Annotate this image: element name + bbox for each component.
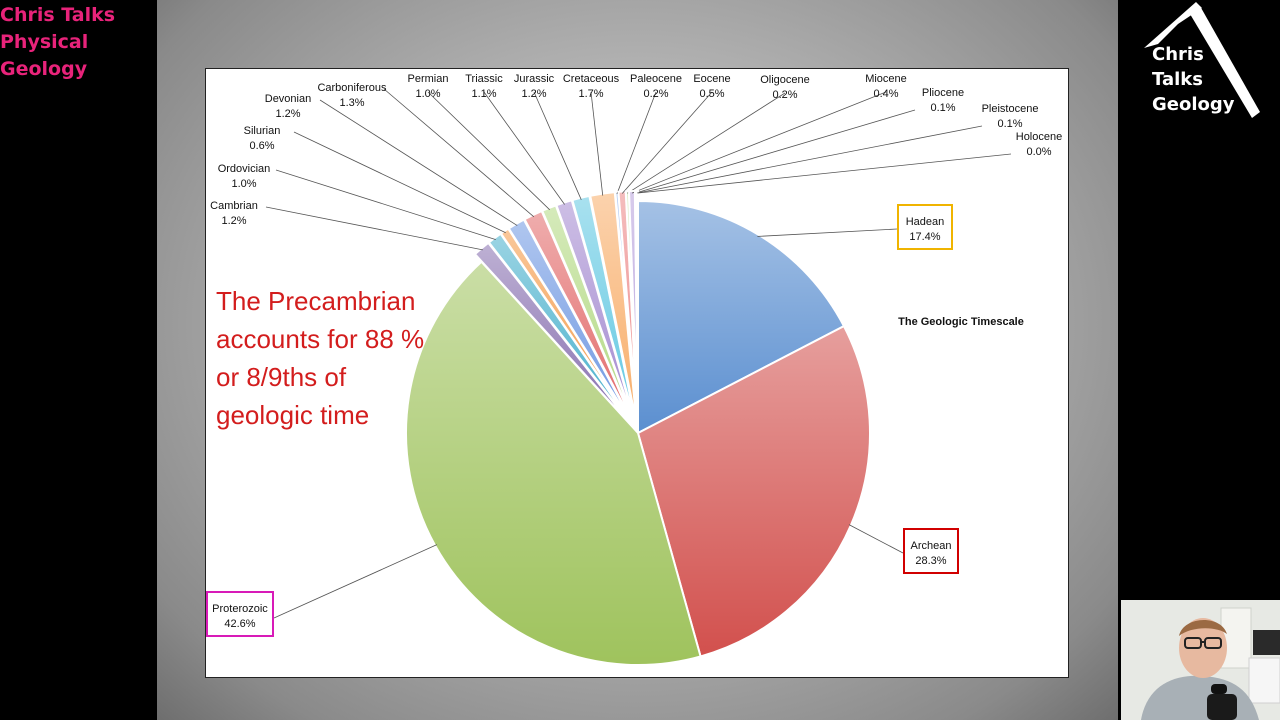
slice-label-jurassic: Jurassic — [514, 73, 555, 85]
slice-label-ordovician: Ordovician — [218, 163, 271, 175]
slice-sheen-eocene — [618, 191, 638, 424]
leader-line-holocene — [637, 153, 1012, 194]
slice-label-permian: Permian — [408, 73, 449, 85]
slice-sheen-devonian — [508, 219, 633, 425]
leader-line-ordovician — [275, 169, 496, 241]
slice-sheen-hadean — [638, 201, 844, 433]
slice-value-silurian: 0.6% — [249, 140, 274, 152]
precambrian-note: The Precambrian accounts for 88 % or 8/9… — [216, 282, 476, 434]
presenter-image — [1121, 600, 1280, 720]
leader-line-miocene — [631, 91, 887, 194]
leader-line-eocene — [621, 91, 713, 194]
leader-line-hadean — [757, 228, 898, 237]
webcam-overlay — [1121, 600, 1280, 720]
note-line: The Precambrian — [216, 286, 416, 316]
slice-value-miocene: 0.4% — [873, 88, 898, 100]
leader-line-pliocene — [635, 109, 916, 194]
channel-title-line: Physical — [0, 31, 89, 53]
logo-line: Talks — [1152, 69, 1203, 90]
chart-title: The Geologic Timescale — [898, 316, 1024, 328]
slice-label-carboniferous: Carboniferous — [317, 82, 387, 94]
slice-value-holocene: 0.0% — [1026, 146, 1051, 158]
leader-line-paleocene — [616, 91, 657, 195]
leader-line-cambrian — [265, 206, 483, 251]
slice-sheen-silurian — [500, 228, 633, 425]
logo-line: Geology — [1152, 94, 1235, 115]
leader-line-oligocene — [627, 92, 786, 194]
leader-line-permian — [427, 91, 551, 211]
logo-line: Chris — [1152, 44, 1204, 65]
slice-sheen-proterozoic — [406, 261, 701, 665]
slice-value-paleocene: 0.2% — [643, 88, 668, 100]
channel-title-line: Chris Talks — [0, 4, 116, 26]
slice-value-pliocene: 0.1% — [930, 102, 955, 114]
leader-line-pleistocene — [637, 125, 983, 194]
label-box-archean — [903, 528, 959, 574]
slice-label-archean: Archean — [911, 540, 952, 552]
slice-sheen-cretaceous — [590, 192, 637, 424]
slice-label-hadean: Hadean — [906, 216, 945, 228]
leader-line-archean — [848, 524, 904, 554]
leader-line-carboniferous — [383, 88, 535, 218]
slice-value-triassic: 1.1% — [471, 88, 496, 100]
slice-value-ordovician: 1.0% — [231, 178, 256, 190]
chart-panel: The Geologic Timescale Hadean 17.4% Archean… — [205, 68, 1069, 678]
slice-value-archean: 28.3% — [915, 555, 946, 567]
slice-value-eocene: 0.5% — [699, 88, 724, 100]
slice-label-oligocene: Oligocene — [760, 74, 810, 86]
label-box-proterozoic — [206, 591, 274, 637]
note-line: or 8/9ths of — [216, 362, 347, 392]
leader-line-cretaceous — [590, 91, 604, 196]
slice-label-cambrian: Cambrian — [210, 200, 258, 212]
slice-value-hadean: 17.4% — [909, 231, 940, 243]
slice-value-proterozoic: 42.6% — [224, 618, 255, 630]
slice-sheen-permian — [542, 205, 635, 424]
slice-sheen-miocene — [629, 191, 638, 424]
slice-value-carboniferous: 1.3% — [339, 97, 364, 109]
slice-sheen-archean — [638, 326, 870, 657]
leader-line-proterozoic — [273, 544, 438, 619]
left-black-band — [0, 0, 157, 720]
leader-line-triassic — [483, 91, 565, 205]
slice-label-pliocene: Pliocene — [922, 87, 964, 99]
slice-label-devonian: Devonian — [265, 93, 311, 105]
note-line: geologic time — [216, 400, 370, 430]
leader-line-devonian — [319, 99, 518, 226]
note-line: accounts for 88 % — [216, 324, 425, 354]
slice-label-paleocene: Paleocene — [630, 73, 682, 85]
slice-value-jurassic: 1.2% — [521, 88, 546, 100]
slice-value-devonian: 1.2% — [275, 108, 300, 120]
leader-line-jurassic — [533, 91, 582, 200]
slice-value-cretaceous: 1.7% — [578, 88, 603, 100]
slice-sheen-jurassic — [572, 195, 636, 424]
slice-sheen-triassic — [556, 200, 635, 424]
leader-line-silurian — [293, 131, 506, 234]
slice-label-miocene: Miocene — [865, 73, 907, 85]
slice-sheen-cambrian — [474, 242, 632, 426]
slice-sheen-carboniferous — [524, 211, 634, 424]
channel-title-line: Geology — [0, 58, 88, 80]
logo: Chris Talks Geology — [1152, 42, 1235, 117]
slice-label-triassic: Triassic — [465, 73, 503, 85]
pie-chart: The Geologic Timescale Hadean 17.4% Archean… — [206, 73, 1062, 666]
slice-sheen-ordovician — [488, 233, 633, 425]
slice-value-pleistocene: 0.1% — [997, 118, 1022, 130]
label-box-hadean — [897, 204, 953, 250]
rock-hammer-icon — [1144, 2, 1260, 118]
channel-title: Chris Talks Physical Geology — [0, 2, 150, 83]
slice-label-eocene: Eocene — [693, 73, 730, 85]
slice-value-oligocene: 0.2% — [772, 89, 797, 101]
slice-label-holocene: Holocene — [1016, 131, 1062, 143]
slice-label-pleistocene: Pleistocene — [982, 103, 1039, 115]
slice-value-cambrian: 1.2% — [221, 215, 246, 227]
slice-value-permian: 1.0% — [415, 88, 440, 100]
slice-label-cretaceous: Cretaceous — [563, 73, 620, 85]
slice-label-proterozoic: Proterozoic — [212, 603, 268, 615]
slice-label-silurian: Silurian — [244, 125, 281, 137]
